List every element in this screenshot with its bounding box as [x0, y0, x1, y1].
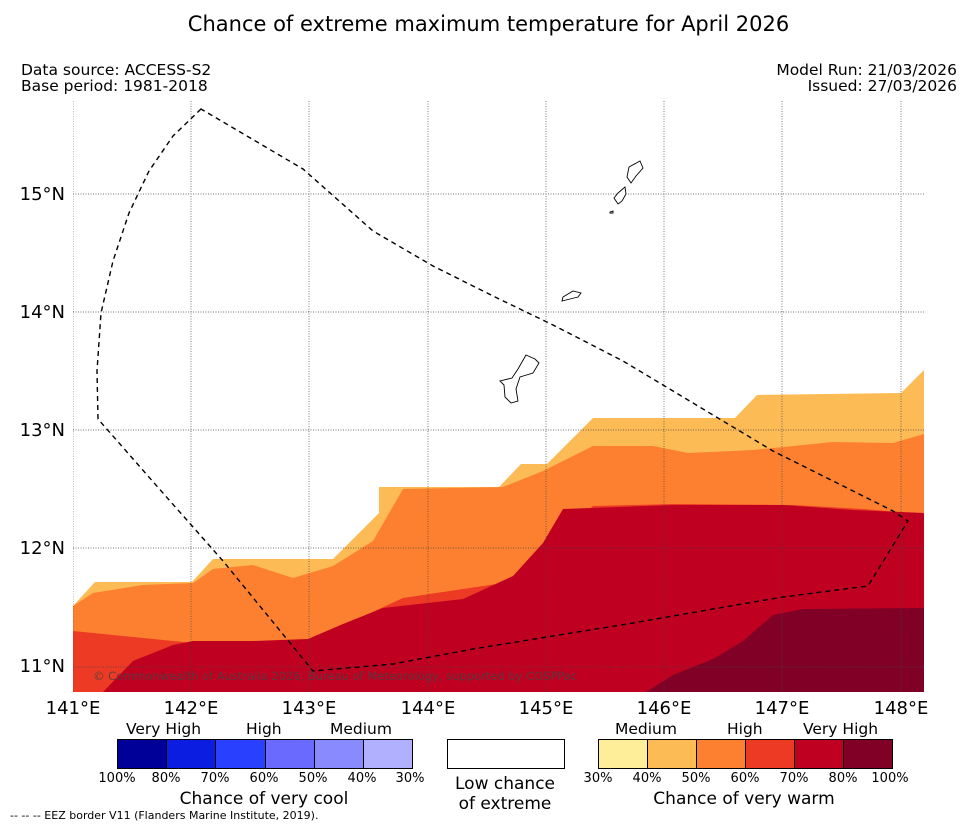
band-80-plus [646, 608, 924, 692]
warm-tick: 50% [681, 771, 711, 786]
neutral-caption-line2: of extreme [458, 794, 552, 814]
base-period-label: Base period: 1981-2018 [21, 77, 208, 95]
warm-color-bar [598, 739, 893, 769]
cool-swatch [264, 740, 314, 768]
model-run-label: Model Run: 21/03/2026 [776, 61, 957, 79]
eez-footnote: -- -- -- EEZ border V11 (Flanders Marine… [10, 809, 319, 822]
lon-label: 147°E [754, 698, 810, 719]
copyright-text: © Commonwealth of Australia 2026, Bureau… [93, 669, 577, 683]
warm-tick: 70% [779, 771, 809, 786]
lat-label: 11°N [19, 656, 65, 677]
rota-island [561, 290, 582, 302]
warm-tick: 30% [583, 771, 613, 786]
cool-header-medium: Medium [330, 720, 392, 738]
cool-tick: 80% [151, 771, 181, 786]
aguijan-island [609, 210, 614, 214]
lon-label: 142°E [163, 698, 219, 719]
lon-label: 143°E [281, 698, 337, 719]
lat-label: 14°N [19, 302, 65, 323]
cool-tick: 70% [200, 771, 230, 786]
warm-swatch [843, 740, 892, 768]
warm-header-very-high: Very High [803, 720, 879, 738]
cool-tick: 60% [249, 771, 279, 786]
cool-swatch [118, 740, 167, 768]
cool-tick: 100% [98, 771, 136, 786]
cool-tick: 50% [298, 771, 328, 786]
tinian-island [613, 186, 627, 205]
cool-header-high: High [246, 720, 282, 738]
lon-label: 141°E [45, 698, 101, 719]
cool-swatch [166, 740, 216, 768]
lon-label: 145°E [518, 698, 574, 719]
lon-label: 146°E [636, 698, 692, 719]
cool-color-bar [117, 739, 413, 769]
neutral-caption-line1: Low chance [455, 774, 555, 794]
warm-caption: Chance of very warm [653, 789, 835, 809]
warm-tick: 40% [632, 771, 662, 786]
cool-caption: Chance of very cool [179, 789, 349, 809]
warm-tick: 60% [730, 771, 760, 786]
islands [499, 160, 644, 404]
lat-label: 13°N [19, 420, 65, 441]
eez-border [96, 108, 909, 672]
warm-header-medium: Medium [615, 720, 677, 738]
saipan-island [626, 160, 644, 184]
cool-tick: 40% [347, 771, 377, 786]
forecast-map: © Commonwealth of Australia 2026, Bureau… [73, 101, 924, 692]
warm-swatch [647, 740, 696, 768]
guam-island [499, 354, 540, 404]
warm-header-high: High [727, 720, 763, 738]
lon-label: 144°E [400, 698, 456, 719]
warm-swatch [794, 740, 843, 768]
warm-swatch [696, 740, 745, 768]
neutral-swatch [447, 739, 565, 769]
warm-swatch [745, 740, 794, 768]
issued-label: Issued: 27/03/2026 [807, 77, 957, 95]
cool-swatch [313, 740, 363, 768]
cool-swatch [362, 740, 413, 768]
cool-swatch [215, 740, 265, 768]
cool-header-very-high: Very High [126, 720, 202, 738]
warm-tick: 80% [828, 771, 858, 786]
warm-tick: 100% [871, 771, 909, 786]
graticule [73, 101, 924, 692]
lon-label: 148°E [873, 698, 929, 719]
lat-label: 15°N [19, 184, 65, 205]
data-source-label: Data source: ACCESS-S2 [21, 61, 212, 79]
warm-swatch [599, 740, 647, 768]
map-title: Chance of extreme maximum temperature fo… [187, 12, 790, 36]
lat-label: 12°N [19, 538, 65, 559]
cool-tick: 30% [395, 771, 425, 786]
